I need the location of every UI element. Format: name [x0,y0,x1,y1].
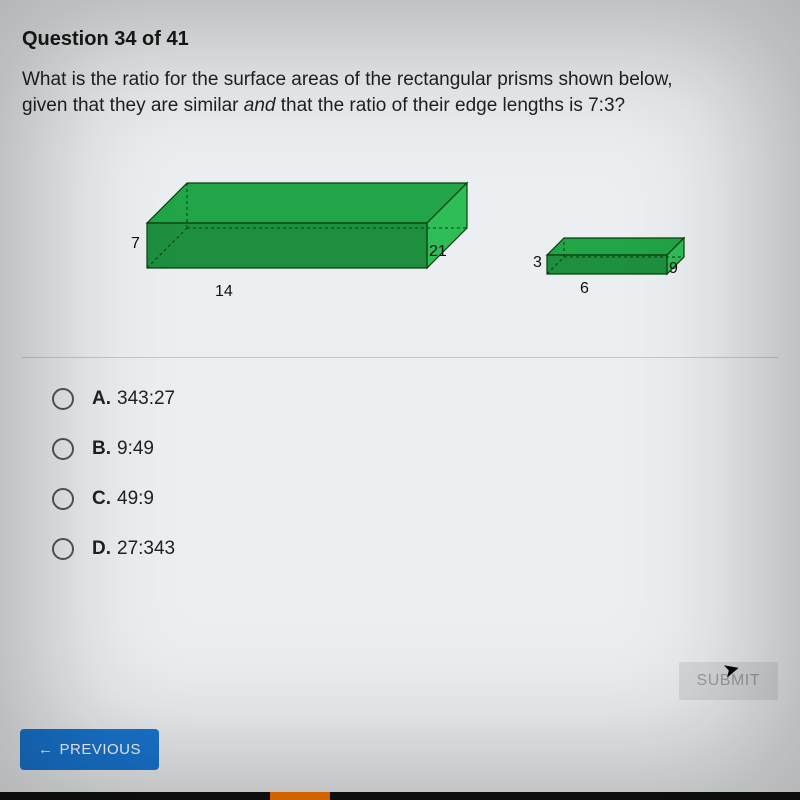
question-line1: What is the ratio for the surface areas … [22,69,673,90]
arrow-left-icon: ← [38,741,54,758]
choice-c-text: C.49:9 [92,488,154,510]
previous-button[interactable]: ← PREVIOUS [20,729,159,770]
bottom-bar [0,792,800,800]
choice-d[interactable]: D.27:343 [52,538,778,560]
small-length-label: 9 [669,260,678,278]
choice-b[interactable]: B.9:49 [52,438,778,460]
choice-a[interactable]: A.343:27 [52,388,778,410]
answer-choices: A.343:27 B.9:49 C.49:9 D.27:343 [22,358,778,560]
question-line2-pre: given that they are similar [22,95,244,116]
choice-d-text: D.27:343 [92,538,175,560]
choice-b-text: B.9:49 [92,438,154,460]
question-line2-post: that the ratio of their edge lengths is … [275,95,625,116]
small-height-label: 3 [533,254,542,272]
large-length-label: 21 [429,243,447,261]
large-depth-label: 14 [215,283,233,301]
radio-b[interactable] [52,438,74,460]
bottom-accent [270,792,330,800]
radio-a[interactable] [52,388,74,410]
small-front-face [547,255,667,274]
choice-a-text: A.343:27 [92,388,175,410]
question-page: Question 34 of 41 What is the ratio for … [0,0,800,800]
small-depth-label: 6 [580,280,589,298]
large-front-face [147,223,427,268]
small-top-face [547,238,684,255]
question-italic: and [244,95,276,116]
previous-label: PREVIOUS [60,741,142,758]
choice-c[interactable]: C.49:9 [52,488,778,510]
figure-area: 7 14 21 3 6 9 [22,128,778,358]
large-prism: 7 14 21 [147,183,467,328]
radio-c[interactable] [52,488,74,510]
question-number: Question 34 of 41 [22,28,778,51]
small-prism: 3 6 9 [547,238,687,313]
large-top-face [147,183,467,223]
large-height-label: 7 [131,235,140,253]
question-text: What is the ratio for the surface areas … [22,67,778,118]
radio-d[interactable] [52,538,74,560]
